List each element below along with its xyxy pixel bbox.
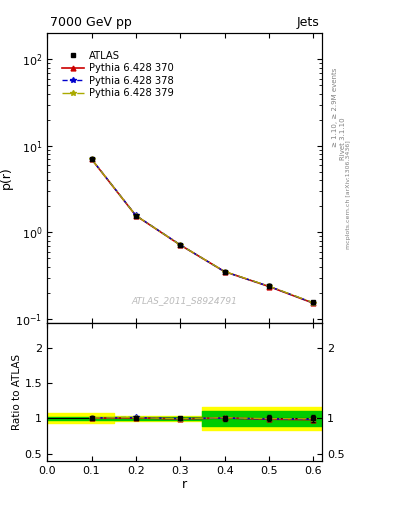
Text: ATLAS_2011_S8924791: ATLAS_2011_S8924791 — [132, 296, 238, 306]
Text: ≥ 1.10, ≥ 2.9M events: ≥ 1.10, ≥ 2.9M events — [332, 68, 338, 147]
Text: Jets: Jets — [297, 16, 320, 29]
Y-axis label: Ratio to ATLAS: Ratio to ATLAS — [12, 354, 22, 430]
Legend: ATLAS, Pythia 6.428 370, Pythia 6.428 378, Pythia 6.428 379: ATLAS, Pythia 6.428 370, Pythia 6.428 37… — [58, 47, 178, 102]
Text: 7000 GeV pp: 7000 GeV pp — [50, 16, 132, 29]
Text: Rivet 3.1.10: Rivet 3.1.10 — [340, 117, 346, 160]
Y-axis label: p(r): p(r) — [0, 167, 13, 189]
Text: mcplots.cern.ch [arXiv:1306.3436]: mcplots.cern.ch [arXiv:1306.3436] — [346, 140, 351, 249]
X-axis label: r: r — [182, 478, 187, 492]
